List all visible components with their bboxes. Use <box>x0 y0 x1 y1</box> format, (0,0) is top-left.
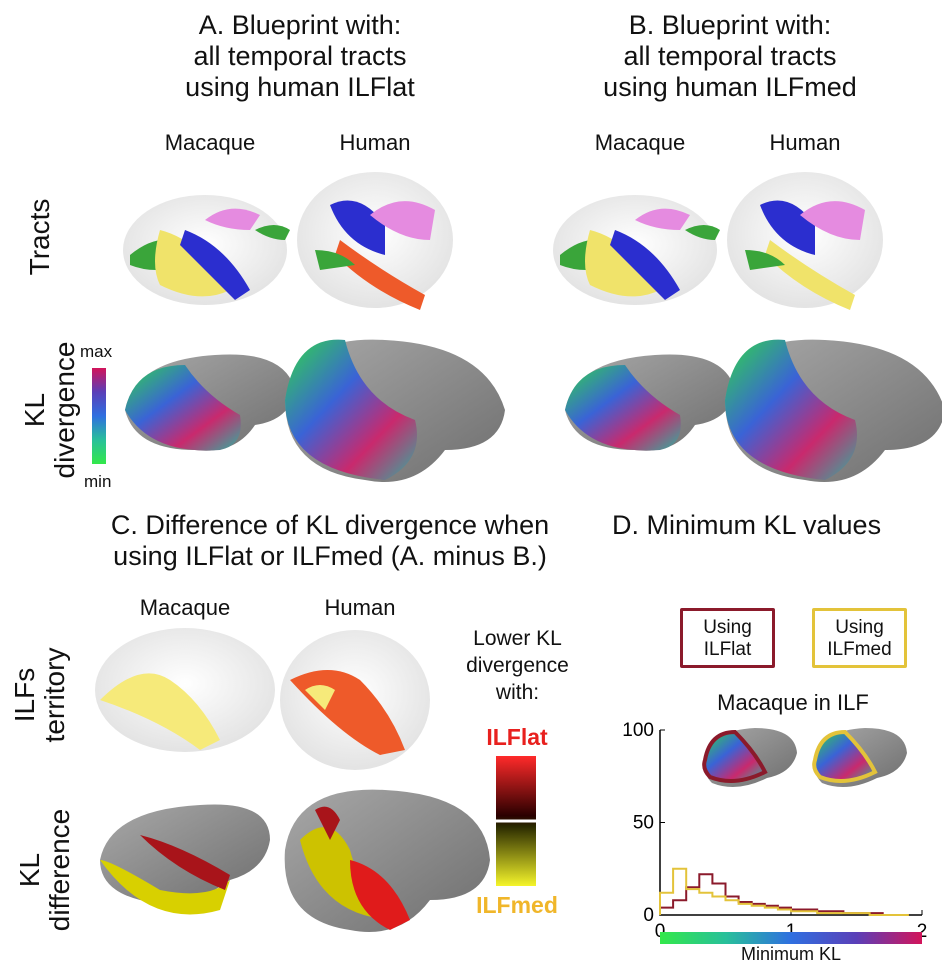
x-tick-label: 0 <box>655 921 666 942</box>
row-label-ilfs-territory: ILFs territory <box>9 635 70 755</box>
panel-c-macaque-difference <box>100 804 270 915</box>
y-tick-label: 50 <box>633 813 654 834</box>
histogram-chart: 0 50 100 0 1 2 <box>622 720 928 942</box>
row-label-line: difference <box>44 808 75 932</box>
series-line-ilfmed <box>659 867 909 916</box>
row-label-line: KL <box>14 852 45 888</box>
row-label-line: territory <box>39 647 70 743</box>
legend-title-line: divergence <box>466 654 569 677</box>
x-tick-label: 1 <box>786 921 797 942</box>
histogram-inset-ilfmed <box>812 728 907 787</box>
panel-b-human-tracts <box>727 172 883 310</box>
panel-b-title-line: all temporal tracts <box>623 41 837 71</box>
legend-box-line: Using <box>835 617 884 638</box>
panel-b-title-line: B. Blueprint with: <box>628 10 832 40</box>
row-label-kl-difference: KL difference <box>14 805 75 935</box>
row-label-line: ILFs <box>9 667 40 723</box>
panel-b-macaque-kl-map <box>565 354 735 451</box>
y-tick-label: 100 <box>622 720 654 741</box>
legend-box-line: Using <box>703 617 752 638</box>
panel-c-human-difference <box>284 789 490 932</box>
panel-c-human-label: Human <box>324 595 396 620</box>
panel-a-macaque-kl-map <box>125 354 295 451</box>
panel-a-human-label: Human <box>339 130 411 155</box>
x-tick-label: 2 <box>917 921 928 942</box>
panel-b-title: B. Blueprint with: all temporal tracts u… <box>560 10 900 103</box>
panel-c-title-line: using ILFlat or ILFmed (A. minus B.) <box>113 541 547 571</box>
panel-a-title-line: A. Blueprint with: <box>198 10 402 40</box>
legend-title-line: Lower KL <box>473 627 562 650</box>
panel-c-macaque-territory <box>95 628 275 752</box>
panel-a-title-line: all temporal tracts <box>193 41 407 71</box>
panel-b-macaque-tracts <box>553 195 720 305</box>
minimum-kl-colorbar <box>660 932 922 944</box>
legend-box-line: ILFmed <box>827 639 892 660</box>
panel-c-title: C. Difference of KL divergence when usin… <box>60 510 600 572</box>
legend-using-ilfmed: Using ILFmed <box>812 608 907 668</box>
panel-c-macaque-label: Macaque <box>139 595 231 620</box>
panel-b-human-label: Human <box>769 130 841 155</box>
panel-a-human-tracts <box>297 172 453 310</box>
panel-a-title: A. Blueprint with: all temporal tracts u… <box>130 10 470 103</box>
panel-a-macaque-label: Macaque <box>164 130 256 155</box>
y-tick-label: 0 <box>643 905 654 926</box>
kl-scale-max: max <box>80 342 113 361</box>
legend-ilflat-label: ILFlat <box>486 724 548 750</box>
panel-b-macaque-label: Macaque <box>594 130 686 155</box>
panel-c-title-line: C. Difference of KL divergence when <box>110 510 550 540</box>
legend-ilfmed-label: ILFmed <box>476 892 558 918</box>
legend-using-ilflat: Using ILFlat <box>680 608 775 668</box>
panel-c-human-territory <box>280 630 430 770</box>
panel-d-title: D. Minimum KL values <box>612 510 882 540</box>
panel-a-human-kl-map <box>285 339 505 482</box>
panel-b-title-line: using human ILFmed <box>603 72 857 102</box>
panel-a-title-line: using human ILFlat <box>185 72 415 102</box>
kl-colorbar <box>92 368 106 464</box>
legend-title-line: with: <box>495 681 540 704</box>
panel-a-macaque-tracts <box>123 195 290 305</box>
histogram-xlabel: Minimum KL <box>740 944 842 964</box>
histogram-title: Macaque in ILF <box>717 690 869 715</box>
panel-b-human-kl-map <box>725 339 942 482</box>
difference-legend-title: Lower KL divergence with: <box>460 625 575 706</box>
kl-scale-min: min <box>84 472 112 491</box>
histogram-inset-ilflat <box>702 728 797 787</box>
legend-box-line: ILFlat <box>703 639 752 660</box>
